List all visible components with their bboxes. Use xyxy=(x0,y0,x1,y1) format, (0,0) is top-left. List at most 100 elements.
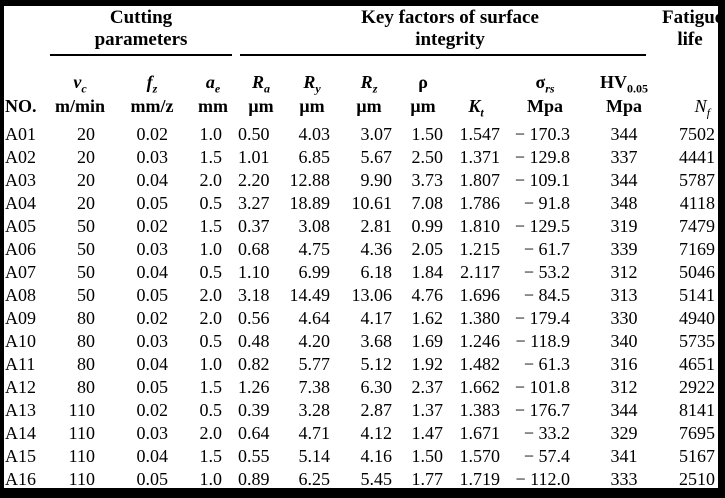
value-cell: 1.84 xyxy=(411,262,444,282)
value-cell: 0.04 xyxy=(136,446,169,466)
value-cell: 1.696 xyxy=(459,285,501,305)
table-row: A09 80 0.02 2.0 0.56 4.64 4.17 1.62 1.380 − 179.4… xyxy=(4,307,718,330)
value-cell: 2.37 xyxy=(411,377,444,397)
value-cell: − 91.8 xyxy=(523,193,571,213)
value-cell: 1.0 xyxy=(199,124,223,144)
value-cell: 7.38 xyxy=(298,377,331,397)
value-cell: 3.27 xyxy=(238,193,270,213)
value-cell: 20 xyxy=(77,147,95,167)
unit-vc: m/min xyxy=(54,96,105,116)
value-cell: − 179.4 xyxy=(514,308,571,328)
value-cell: 1.37 xyxy=(411,400,444,420)
symbol-vc: vc xyxy=(73,72,87,96)
group-header-cutting-parameters: Cutting parameters xyxy=(44,6,238,56)
value-cell: 0.56 xyxy=(238,308,270,328)
value-cell: 5787 xyxy=(679,170,716,190)
value-cell: 2922 xyxy=(679,377,716,397)
value-cell: 0.03 xyxy=(136,239,169,259)
group-title-surface-integrity: Key factors of surface integrity xyxy=(361,7,539,50)
value-cell: 1.01 xyxy=(238,147,270,167)
value-cell: 110 xyxy=(68,469,95,488)
value-cell: 5046 xyxy=(679,262,716,282)
symbol-fz: fz xyxy=(146,72,158,96)
value-cell: − 118.9 xyxy=(515,331,571,351)
value-cell: 2.05 xyxy=(411,239,444,259)
col-header-Ry: Ry μm xyxy=(284,56,340,123)
value-cell: 12.88 xyxy=(289,170,331,190)
row-id-cell: A04 xyxy=(5,193,36,213)
value-cell: 1.0 xyxy=(199,354,223,374)
value-cell: 329 xyxy=(610,423,638,443)
value-cell: 0.5 xyxy=(199,262,223,282)
value-cell: 1.807 xyxy=(459,170,501,190)
col-header-sigma-rs: σrs Mpa xyxy=(504,56,586,123)
group-rule-cutting xyxy=(50,54,233,56)
value-cell: 0.02 xyxy=(136,308,169,328)
value-cell: 4651 xyxy=(679,354,716,374)
value-cell: 337 xyxy=(610,147,638,167)
value-cell: 344 xyxy=(610,124,638,144)
symbol-Ra: Ra xyxy=(252,72,271,96)
value-cell: 4118 xyxy=(679,193,716,213)
value-cell: 340 xyxy=(610,331,638,351)
col-header-Rz: Rz μm xyxy=(340,56,398,123)
value-cell: 339 xyxy=(610,239,638,259)
value-cell: 312 xyxy=(610,262,638,282)
symbol-rho: ρ xyxy=(418,72,428,92)
value-cell: 341 xyxy=(610,446,638,466)
row-id-cell: A07 xyxy=(5,262,36,282)
value-cell: 0.50 xyxy=(238,124,270,144)
symbol-Nf: Nf xyxy=(694,96,711,120)
value-cell: 1.215 xyxy=(459,239,501,259)
value-cell: 2.0 xyxy=(199,285,223,305)
value-cell: 0.05 xyxy=(136,193,169,213)
row-id-cell: A16 xyxy=(5,469,36,488)
value-cell: 1.371 xyxy=(459,147,501,167)
row-id-cell: A13 xyxy=(5,400,36,420)
table-frame: Cutting parameters Key factors of surfac… xyxy=(4,6,718,488)
value-cell: 80 xyxy=(77,377,95,397)
value-cell: 316 xyxy=(610,354,638,374)
value-cell: 14.49 xyxy=(289,285,331,305)
value-cell: 20 xyxy=(77,124,95,144)
value-cell: 1.570 xyxy=(459,446,501,466)
value-cell: 3.28 xyxy=(298,400,331,420)
value-cell: 4940 xyxy=(679,308,716,328)
value-cell: 2.20 xyxy=(238,170,270,190)
value-cell: 1.482 xyxy=(459,354,501,374)
value-cell: − 53.2 xyxy=(523,262,571,282)
value-cell: 1.0 xyxy=(199,239,223,259)
value-cell: 0.05 xyxy=(136,469,169,488)
row-id-cell: A12 xyxy=(5,377,36,397)
table-row: A07 50 0.04 0.5 1.10 6.99 6.18 1.84 2.117 − 53.2 3… xyxy=(4,261,718,284)
value-cell: 330 xyxy=(610,308,638,328)
table-row: A01 20 0.02 1.0 0.50 4.03 3.07 1.50 1.547 − 170.3… xyxy=(4,123,718,146)
value-cell: 8141 xyxy=(679,400,716,420)
value-cell: 3.07 xyxy=(360,124,393,144)
group-header-surface-integrity: Key factors of surface integrity xyxy=(238,6,662,56)
value-cell: − 57.4 xyxy=(523,446,571,466)
col-header-Kt: Kt xyxy=(448,56,504,123)
value-cell: 20 xyxy=(77,193,95,213)
value-cell: 4.64 xyxy=(298,308,331,328)
value-cell: 5141 xyxy=(679,285,716,305)
group-title-cutting-parameters: Cutting parameters xyxy=(94,7,188,50)
value-cell: 5.12 xyxy=(360,354,393,374)
value-cell: 333 xyxy=(610,469,638,488)
value-cell: 7169 xyxy=(679,239,716,259)
value-cell: 0.48 xyxy=(238,331,270,351)
group-rule-surface-integrity xyxy=(240,54,647,56)
column-header-row: NO. vc m/min fz mm/z ae mm Ra μm xyxy=(4,56,718,123)
value-cell: − 33.2 xyxy=(523,423,571,443)
value-cell: 0.37 xyxy=(238,216,270,236)
value-cell: 6.18 xyxy=(360,262,393,282)
row-id-cell: A09 xyxy=(5,308,36,328)
symbol-sigma-rs: σrs xyxy=(535,72,555,96)
value-cell: 4.03 xyxy=(298,124,331,144)
group-header-fatigue-life: Fatigue life xyxy=(662,6,718,56)
unit-Rz: μm xyxy=(356,96,382,116)
value-cell: 2.81 xyxy=(360,216,393,236)
symbol-Kt: Kt xyxy=(468,96,484,120)
value-cell: 1.810 xyxy=(459,216,501,236)
value-cell: 18.89 xyxy=(289,193,331,213)
